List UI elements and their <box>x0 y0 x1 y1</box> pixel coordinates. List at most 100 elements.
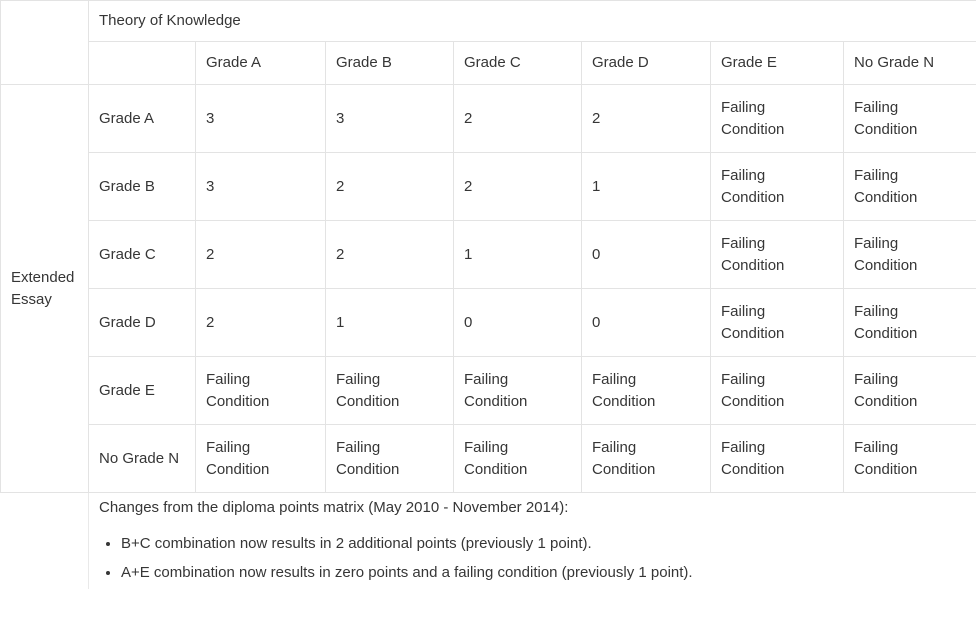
failing-line-1: Failing <box>336 439 381 457</box>
table-row: No Grade N Failing Condition Failing Condi… <box>1 424 976 493</box>
cell-d-d: 0 <box>581 288 711 357</box>
failing-line-2: Condition <box>721 120 785 138</box>
row-header-grade-e: Grade E <box>88 356 196 425</box>
failing-line-1: Failing <box>854 235 899 253</box>
failing-line-1: Failing <box>464 371 509 389</box>
column-header-grade-b: Grade B <box>325 41 454 85</box>
column-header-grade-a: Grade A <box>195 41 326 85</box>
table-row: Grade C 2 2 1 0 Failing Condition Failing… <box>1 220 976 289</box>
failing-line-1: Failing <box>206 371 251 389</box>
failing-line-2: Condition <box>854 460 918 478</box>
points-matrix-table: Theory of Knowledge Grade A Grade B Grad… <box>0 0 976 589</box>
cell-e-e: Failing Condition <box>710 356 844 425</box>
cell-a-a: 3 <box>195 84 326 153</box>
failing-line-2: Condition <box>336 392 400 410</box>
failing-line-1: Failing <box>854 99 899 117</box>
failing-line-1: Failing <box>721 167 766 185</box>
table-row: Grade D 2 1 0 0 Failing Condition Failing… <box>1 288 976 357</box>
table-row: Extended Essay Grade A 3 3 2 2 Failing Co… <box>0 84 976 493</box>
column-header-grade-e: Grade E <box>710 41 844 85</box>
cell-e-c: Failing Condition <box>453 356 582 425</box>
row-header-grade-a: Grade A <box>88 84 196 153</box>
cell-n-n: Failing Condition <box>843 424 976 493</box>
failing-line-1: Failing <box>464 439 509 457</box>
row-group-label-extended-essay: Extended Essay <box>0 84 89 493</box>
notes-list: B+C combination now results in 2 additio… <box>99 533 968 585</box>
column-header-grade-d: Grade D <box>581 41 711 85</box>
cell-e-d: Failing Condition <box>581 356 711 425</box>
cell-d-b: 1 <box>325 288 454 357</box>
cell-c-b: 2 <box>325 220 454 289</box>
failing-line-2: Condition <box>854 392 918 410</box>
failing-line-1: Failing <box>854 371 899 389</box>
cell-d-n: Failing Condition <box>843 288 976 357</box>
failing-line-2: Condition <box>336 460 400 478</box>
failing-line-2: Condition <box>592 392 656 410</box>
corner-blank-cell <box>0 0 89 85</box>
cell-b-e: Failing Condition <box>710 152 844 221</box>
failing-line-1: Failing <box>854 303 899 321</box>
cell-c-c: 1 <box>453 220 582 289</box>
failing-line-2: Condition <box>206 460 270 478</box>
failing-line-1: Failing <box>854 439 899 457</box>
failing-line-2: Condition <box>721 460 785 478</box>
cell-n-d: Failing Condition <box>581 424 711 493</box>
cell-b-a: 3 <box>195 152 326 221</box>
cell-n-e: Failing Condition <box>710 424 844 493</box>
notes-spacer-cell <box>0 492 89 589</box>
failing-line-1: Failing <box>206 439 251 457</box>
column-header-no-grade-n: No Grade N <box>843 41 976 85</box>
failing-line-1: Failing <box>721 235 766 253</box>
cell-d-a: 2 <box>195 288 326 357</box>
failing-line-2: Condition <box>464 392 528 410</box>
cell-e-n: Failing Condition <box>843 356 976 425</box>
cell-a-n: Failing Condition <box>843 84 976 153</box>
failing-line-1: Failing <box>721 99 766 117</box>
failing-line-2: Condition <box>592 460 656 478</box>
failing-line-2: Condition <box>721 256 785 274</box>
notes-row: Changes from the diploma points matrix (… <box>0 492 976 589</box>
matrix-body: Theory of Knowledge Grade A Grade B Grad… <box>0 0 976 589</box>
cell-c-d: 0 <box>581 220 711 289</box>
list-item: B+C combination now results in 2 additio… <box>121 533 968 556</box>
cell-n-c: Failing Condition <box>453 424 582 493</box>
failing-line-1: Failing <box>592 371 637 389</box>
cell-b-n: Failing Condition <box>843 152 976 221</box>
row-header-grade-c: Grade C <box>88 220 196 289</box>
row-header-grade-b: Grade B <box>88 152 196 221</box>
row-header-no-grade-n: No Grade N <box>88 424 196 493</box>
failing-line-2: Condition <box>464 460 528 478</box>
cell-e-b: Failing Condition <box>325 356 454 425</box>
column-header-blank <box>88 41 196 85</box>
failing-line-1: Failing <box>721 303 766 321</box>
row-header-grade-d: Grade D <box>88 288 196 357</box>
column-headers-row: Grade A Grade B Grade C Grade D Grade E … <box>1 41 976 85</box>
failing-line-2: Condition <box>721 188 785 206</box>
failing-line-2: Condition <box>854 120 918 138</box>
cell-d-c: 0 <box>453 288 582 357</box>
cell-b-c: 2 <box>453 152 582 221</box>
cell-n-a: Failing Condition <box>195 424 326 493</box>
failing-line-1: Failing <box>854 167 899 185</box>
failing-line-2: Condition <box>854 188 918 206</box>
notes-title: Changes from the diploma points matrix (… <box>99 499 569 516</box>
cell-b-b: 2 <box>325 152 454 221</box>
column-group-header-theory-of-knowledge: Theory of Knowledge <box>88 0 976 42</box>
cell-c-n: Failing Condition <box>843 220 976 289</box>
header-row-group: Theory of Knowledge <box>0 0 976 85</box>
table-row: Grade B 3 2 2 1 Failing Condition Failing… <box>1 152 976 221</box>
failing-line-2: Condition <box>854 256 918 274</box>
cell-a-c: 2 <box>453 84 582 153</box>
failing-line-2: Condition <box>854 324 918 342</box>
cell-c-a: 2 <box>195 220 326 289</box>
column-header-grade-c: Grade C <box>453 41 582 85</box>
list-item: A+E combination now results in zero poin… <box>121 562 968 585</box>
failing-line-2: Condition <box>721 324 785 342</box>
cell-a-d: 2 <box>581 84 711 153</box>
cell-a-b: 3 <box>325 84 454 153</box>
cell-n-b: Failing Condition <box>325 424 454 493</box>
failing-line-2: Condition <box>206 392 270 410</box>
failing-line-2: Condition <box>721 392 785 410</box>
cell-d-e: Failing Condition <box>710 288 844 357</box>
